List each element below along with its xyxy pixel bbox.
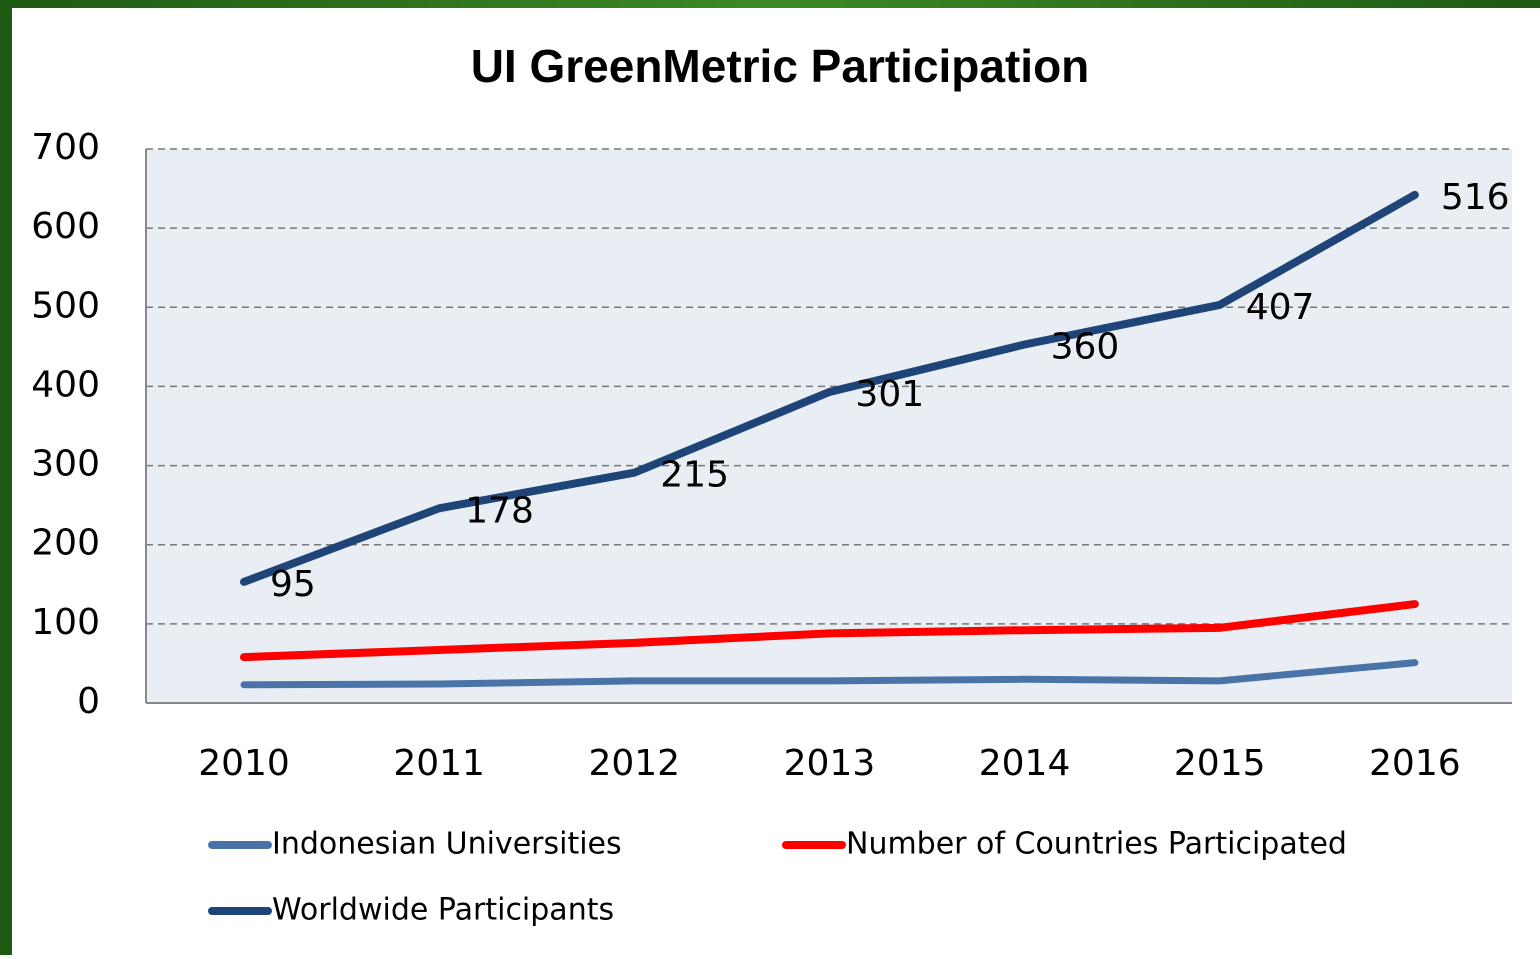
x-tick-label: 2010 [198, 743, 290, 784]
y-tick-label: 300 [31, 444, 100, 485]
x-tick-label: 2012 [588, 743, 680, 784]
data-label: 95 [270, 564, 316, 605]
legend-label: Number of Countries Participated [846, 827, 1347, 862]
series-line [240, 190, 1419, 586]
x-tick-label: 2015 [1174, 743, 1266, 784]
data-label: 301 [855, 374, 924, 415]
x-tick-label: 2016 [1369, 743, 1461, 784]
data-label: 360 [1051, 326, 1120, 367]
y-tick-label: 600 [31, 206, 100, 247]
series-line [240, 600, 1419, 662]
data-label: 407 [1246, 287, 1315, 328]
legend-label: Worldwide Participants [272, 893, 614, 928]
x-tick-label: 2013 [784, 743, 876, 784]
legend-label: Indonesian Universities [272, 827, 622, 862]
y-tick-label: 100 [31, 602, 100, 643]
chart-title: UI GreenMetric Participation [471, 40, 1090, 92]
x-tick-label: 2014 [979, 743, 1071, 784]
y-tick-label: 200 [31, 523, 100, 564]
x-tick-label: 2011 [393, 743, 485, 784]
y-tick-label: 500 [31, 285, 100, 326]
data-label: 516 [1441, 177, 1510, 218]
y-tick-label: 700 [31, 127, 100, 168]
data-label: 215 [660, 455, 729, 496]
series-line [240, 659, 1419, 689]
y-tick-label: 0 [77, 681, 100, 722]
data-label: 178 [465, 490, 534, 531]
plot-area [146, 149, 1512, 703]
y-tick-label: 400 [31, 364, 100, 405]
